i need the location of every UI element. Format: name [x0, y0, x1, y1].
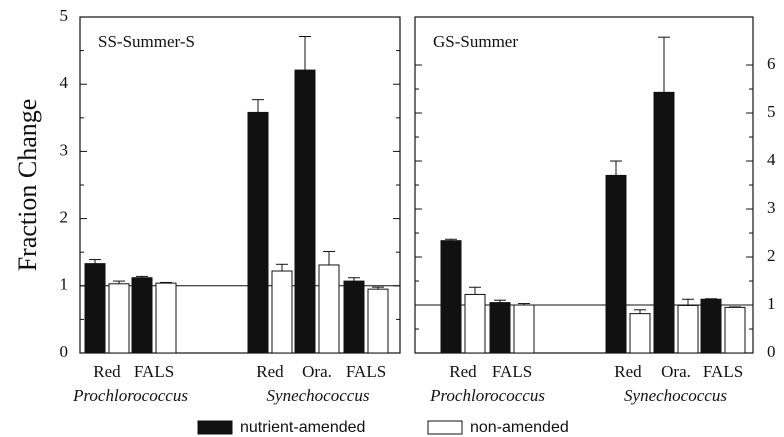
bar	[629, 313, 651, 354]
x-tick-label: Red	[93, 362, 121, 381]
panel-title: GS-Summer	[433, 32, 518, 51]
legend-label: nutrient-amended	[240, 419, 365, 436]
bar	[605, 174, 627, 354]
bar	[108, 283, 130, 354]
bar	[677, 304, 699, 354]
bar	[247, 111, 269, 354]
y-tick-label: 1	[767, 294, 776, 313]
x-tick-label: FALS	[492, 362, 532, 381]
panel-title: SS-Summer-S	[98, 32, 195, 51]
bar	[489, 302, 511, 354]
bar	[464, 293, 486, 354]
bar	[131, 277, 153, 354]
bar	[513, 304, 535, 354]
y-tick-label: 4	[767, 150, 776, 169]
bar	[318, 264, 340, 354]
bar	[84, 263, 106, 354]
bar	[294, 69, 316, 354]
group-label: Synechococcus	[267, 386, 370, 405]
y-tick-label: 3	[767, 198, 776, 217]
bar	[367, 288, 389, 354]
y-tick-label: 3	[60, 140, 69, 159]
legend-label: non-amended	[470, 419, 569, 436]
y-tick-label: 5	[767, 102, 776, 121]
legend-swatch	[427, 420, 463, 435]
y-tick-label: 0	[767, 342, 776, 361]
bar	[271, 270, 293, 354]
group-label: Prochlorococcus	[429, 386, 545, 405]
x-tick-label: Ora.	[302, 362, 332, 381]
x-tick-label: Ora.	[661, 362, 691, 381]
y-tick-label: 2	[60, 208, 69, 227]
x-tick-label: FALS	[346, 362, 386, 381]
y-axis-label: Fraction Change	[13, 99, 42, 272]
legend-swatch	[197, 420, 233, 435]
y-tick-label: 5	[60, 6, 69, 25]
group-label: Prochlorococcus	[72, 386, 188, 405]
bar	[724, 306, 746, 354]
y-tick-label: 1	[60, 275, 69, 294]
x-tick-label: FALS	[134, 362, 174, 381]
bar	[440, 240, 462, 354]
bar	[343, 280, 365, 354]
x-tick-label: FALS	[703, 362, 743, 381]
bar	[155, 282, 177, 354]
bar	[700, 298, 722, 354]
x-tick-label: Red	[256, 362, 284, 381]
x-tick-label: Red	[449, 362, 477, 381]
bar	[653, 91, 675, 354]
group-label: Synechococcus	[624, 386, 727, 405]
y-tick-label: 2	[767, 246, 776, 265]
y-tick-label: 0	[60, 342, 69, 361]
y-tick-label: 6	[767, 54, 776, 73]
x-tick-label: Red	[614, 362, 642, 381]
y-tick-label: 4	[60, 73, 69, 92]
